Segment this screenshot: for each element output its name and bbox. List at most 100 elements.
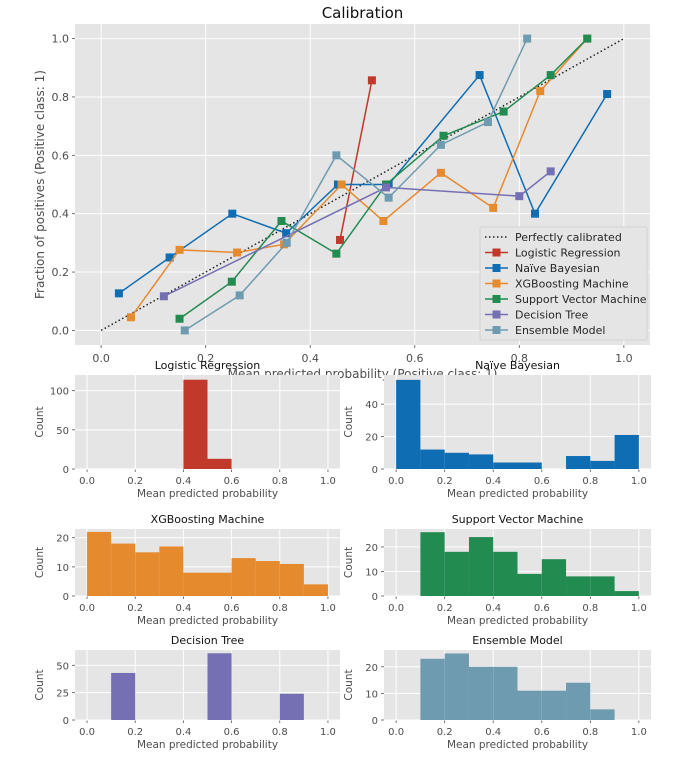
- x-tick-label: 0.6: [534, 476, 550, 487]
- x-tick-label: 0.2: [197, 352, 215, 365]
- x-tick-label: 1.0: [320, 476, 336, 487]
- y-tick-label: 50: [56, 661, 69, 672]
- histogram-title: Ensemble Model: [472, 634, 562, 647]
- x-tick-label: 1.0: [631, 727, 647, 738]
- y-tick-label: 0.6: [52, 149, 70, 162]
- histogram-bar: [231, 558, 256, 596]
- histogram-bar: [159, 546, 184, 596]
- histogram-bar: [207, 653, 232, 720]
- x-tick-label: 0.0: [388, 727, 404, 738]
- x-axis-label: Mean predicted probability: [447, 739, 588, 751]
- x-tick-label: 0.4: [485, 476, 501, 487]
- histogram-bar: [468, 454, 494, 469]
- histogram-bar: [614, 434, 639, 469]
- y-tick-label: 10: [365, 689, 378, 700]
- data-point: [126, 313, 135, 322]
- histogram-bar: [468, 666, 494, 720]
- legend-marker: [492, 279, 501, 288]
- x-tick-label: 0.6: [534, 727, 550, 738]
- x-tick-label: 0.8: [272, 603, 288, 614]
- x-tick-label: 0.8: [511, 352, 529, 365]
- legend-label: XGBoosting Machine: [515, 278, 629, 291]
- x-tick-label: 0.8: [582, 727, 598, 738]
- histogram-bar: [541, 690, 567, 720]
- data-point: [277, 216, 286, 225]
- x-tick-label: 0.6: [224, 603, 240, 614]
- data-point: [337, 180, 346, 189]
- data-point: [235, 291, 244, 300]
- y-tick-label: 50: [56, 426, 69, 437]
- x-tick-label: 0.2: [437, 476, 453, 487]
- legend-label: Logistic Regression: [515, 247, 621, 260]
- histogram-title: Support Vector Machine: [452, 513, 584, 526]
- legend-label: Perfectly calibrated: [515, 231, 622, 244]
- histogram-bar: [590, 709, 615, 720]
- y-tick-label: 20: [365, 663, 378, 674]
- x-tick-label: 0.0: [92, 352, 110, 365]
- histogram-bar: [517, 462, 542, 469]
- y-tick-label: 0.4: [52, 208, 70, 221]
- x-axis-label: Mean predicted probability: [137, 488, 278, 500]
- x-tick-label: 0.2: [127, 727, 143, 738]
- histogram-bar: [207, 458, 232, 469]
- data-point: [546, 71, 555, 80]
- legend-marker: [492, 264, 501, 272]
- histogram-bar: [444, 653, 469, 720]
- x-tick-label: 0.0: [388, 476, 404, 487]
- series-line: [184, 38, 528, 332]
- histogram-bar: [420, 658, 445, 720]
- data-point: [475, 71, 484, 80]
- y-tick-label: 0.0: [52, 324, 70, 337]
- data-point: [489, 203, 498, 212]
- data-point: [536, 87, 545, 96]
- data-point: [159, 292, 168, 301]
- x-axis-label: Mean predicted probability: [447, 615, 588, 627]
- x-tick-label: 1.0: [320, 727, 336, 738]
- y-tick-label: 20: [56, 534, 69, 545]
- data-point: [499, 107, 508, 116]
- histogram-title: Logistic Regression: [155, 359, 261, 372]
- histogram-support-vector-machine: 0.0 0.2 0.4 0.6 0.8 1.0 0 10 20 Support Vector Ma…: [343, 513, 651, 627]
- x-tick-label: 0.6: [534, 603, 550, 614]
- histogram-xgboosting-machine: 0.0 0.2 0.4 0.6 0.8 1.0 0 10 20 XGBoosting Machin…: [34, 513, 340, 627]
- x-tick-label: 0.6: [224, 476, 240, 487]
- x-tick-label: 0.2: [127, 476, 143, 487]
- x-tick-label: 0.4: [485, 603, 501, 614]
- data-point: [546, 167, 555, 176]
- histogram-title: XGBoosting Machine: [151, 513, 265, 526]
- histogram-bar: [183, 379, 208, 469]
- x-tick-label: 0.8: [582, 603, 598, 614]
- x-tick-label: 0.0: [79, 476, 95, 487]
- y-tick-label: 0: [63, 592, 69, 603]
- data-point: [483, 118, 492, 127]
- histogram-bar: [566, 456, 591, 469]
- data-point: [531, 209, 539, 218]
- x-tick-label: 1.0: [631, 603, 647, 614]
- x-tick-label: 0.4: [175, 603, 191, 614]
- series-line: [163, 170, 552, 297]
- legend-marker: [492, 326, 501, 334]
- histogram-bar: [541, 559, 567, 596]
- legend: Perfectly calibrated Logistic Regression N…: [479, 226, 648, 341]
- data-point: [332, 151, 341, 160]
- histogram-bar: [420, 532, 445, 596]
- histogram-bar: [614, 591, 639, 596]
- legend-label: Naïve Bayesian: [515, 262, 600, 275]
- y-tick-label: 0: [372, 592, 378, 603]
- histogram-bar: [207, 572, 232, 596]
- legend-marker: [492, 310, 501, 319]
- histogram-title: Naïve Bayesian: [475, 359, 560, 372]
- histogram-bar: [444, 452, 469, 469]
- histogram-bar: [590, 576, 615, 596]
- data-point: [175, 245, 184, 254]
- histogram-bar: [255, 561, 280, 596]
- data-point: [382, 183, 391, 192]
- y-axis-label: Fraction of positives (Positive class: 1…: [33, 70, 47, 299]
- histogram-bar: [493, 551, 518, 596]
- data-point: [332, 249, 341, 258]
- legend-label: Ensemble Model: [515, 324, 605, 337]
- x-tick-label: 0.8: [582, 476, 598, 487]
- histogram-title: Decision Tree: [171, 634, 244, 647]
- histogram-bar: [279, 693, 304, 720]
- x-tick-label: 0.2: [437, 603, 453, 614]
